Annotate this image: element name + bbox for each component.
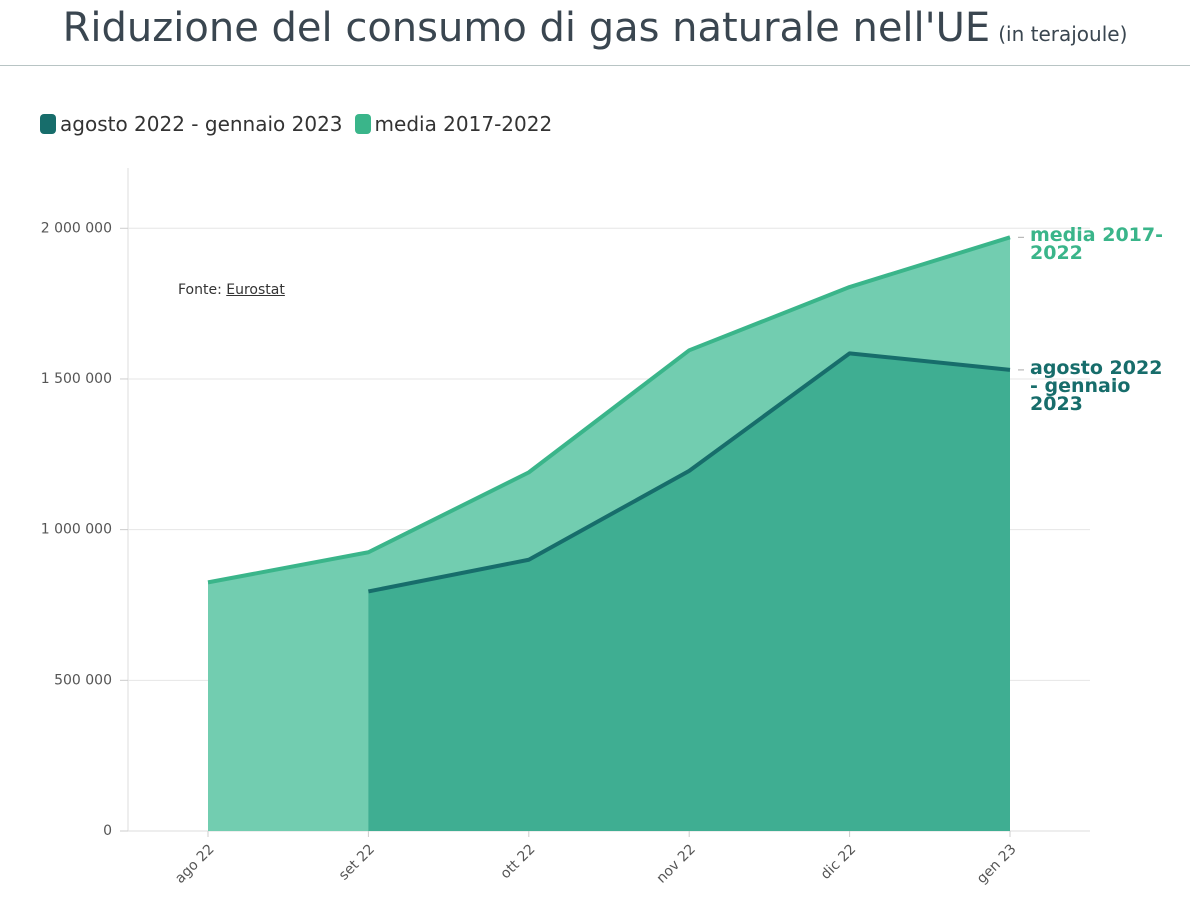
y-tick-label: 0 bbox=[103, 823, 112, 839]
source: Fonte: Eurostat bbox=[178, 282, 285, 298]
y-tick-label: 1 000 000 bbox=[41, 522, 112, 538]
legend-item: agosto 2022 - gennaio 2023 bbox=[40, 112, 343, 136]
x-tick-label: gen 23 bbox=[974, 841, 1020, 887]
legend-swatch bbox=[354, 114, 371, 134]
x-tick-label: nov 22 bbox=[654, 841, 699, 886]
area bbox=[368, 353, 1010, 831]
legend-label: media 2017-2022 bbox=[374, 112, 553, 136]
y-tick-label: 500 000 bbox=[54, 672, 112, 688]
legend-label: agosto 2022 - gennaio 2023 bbox=[60, 112, 343, 136]
end-label: agosto 2022 - gennaio 2023 bbox=[1030, 356, 1163, 415]
x-tick-label: dic 22 bbox=[818, 841, 860, 883]
x-tick-label: ago 22 bbox=[172, 841, 217, 886]
x-tick-label: ott 22 bbox=[498, 841, 539, 882]
line bbox=[368, 351, 1011, 594]
end-label: media 2017-2022 bbox=[1030, 224, 1163, 265]
y-tick-label: 2 000 000 bbox=[41, 220, 112, 236]
header: Riduzione del consumo di gas naturale ne… bbox=[0, 0, 1190, 66]
y-tick-label: 1 500 000 bbox=[41, 371, 112, 387]
chart-title: Riduzione del consumo di gas naturale ne… bbox=[62, 5, 991, 51]
source-label: Fonte: bbox=[178, 282, 222, 298]
line bbox=[207, 235, 1011, 585]
x-tick-label: set 22 bbox=[336, 841, 378, 883]
area bbox=[208, 237, 1010, 832]
source-link[interactable]: Eurostat bbox=[226, 282, 285, 298]
legend-swatch bbox=[40, 114, 56, 134]
legend-item: media 2017-2022 bbox=[354, 112, 553, 136]
chart-subtitle: (in terajoule) bbox=[998, 22, 1128, 46]
legend: agosto 2022 - gennaio 2023 media 2017-202… bbox=[40, 112, 552, 136]
